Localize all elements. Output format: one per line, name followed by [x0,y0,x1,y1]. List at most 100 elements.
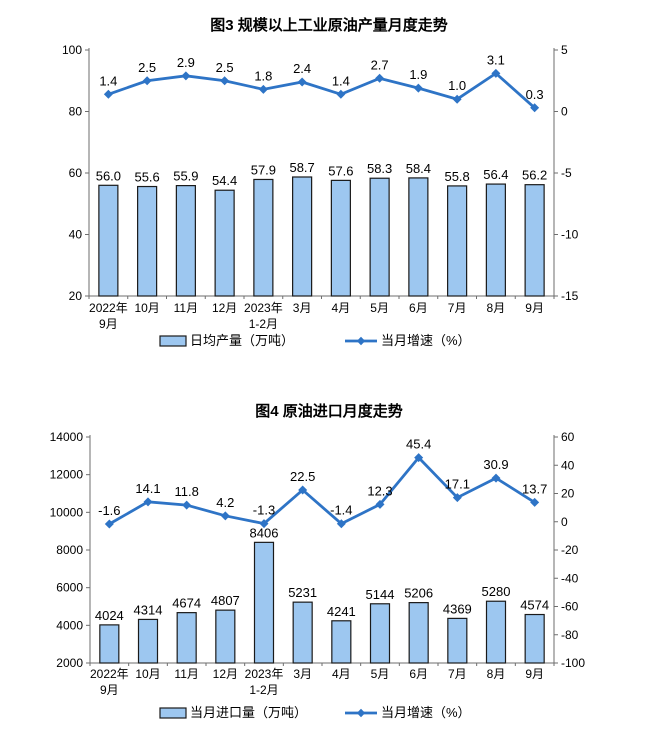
line-marker-icon [336,519,346,529]
line-value-label: 2.7 [371,57,389,72]
left-axis-tick-label: 2000 [56,656,83,670]
line-marker-icon [414,453,424,463]
left-axis-tick-label: 8000 [56,543,83,557]
x-axis-label: 5月 [370,301,389,315]
x-axis-label: 7月 [448,667,467,681]
line-marker-icon [297,77,307,87]
bar-series [98,176,545,297]
x-axis-label: 11月 [174,301,198,315]
line-marker-icon [375,499,385,509]
figure4-section: 图4 原油进口月度走势 14000 12000 10000 8000 6000 4000 2… [0,390,658,729]
bar [137,618,159,664]
bar-value-label: 58.4 [406,161,431,176]
line-value-label: 0.3 [526,87,544,102]
right-axis-tick-labels: 60 40 20 0 -20 -40 -60 -80 -100 [561,430,585,670]
x-axis-label: 2023年 [245,667,284,681]
left-axis-tick-label: 12000 [50,468,84,482]
bar [331,620,352,664]
x-axis-label: 3月 [293,301,312,315]
x-axis-labels: 2022年 9月 10月 11月 12月 2023年 1-2月 3月 4月 5月 6月 7月 8月 9月 [89,301,544,331]
line-marker-icon [298,485,308,495]
line-value-label: 12.3 [367,483,392,498]
bar-value-labels: 4024 4314 4674 4807 8406 5231 4241 5144 5206 4369… [95,525,549,623]
legend-line-marker-icon [356,708,366,718]
axes [86,435,558,666]
trend-line [107,71,536,109]
line-value-labels: 1.4 2.5 2.9 2.5 1.8 2.4 1.4 2.7 1.9 1.0 3.1 0.3 [99,52,543,101]
left-axis-tick-label: 4000 [56,618,83,632]
x-axis-label: 8月 [487,667,506,681]
line-value-label: 1.4 [332,73,350,88]
trend-line [108,455,536,526]
bar-value-label: 55.9 [173,169,198,184]
line-series [103,68,540,113]
line-value-label: 4.2 [216,495,234,510]
line-marker-icon [336,89,346,99]
x-axis-label: 4月 [332,301,351,315]
line-value-label: 2.5 [216,60,234,75]
x-axis-label: 9月 [100,683,119,697]
figure3-title: 图3 规模以上工业原油产量月度走势 [210,17,448,34]
right-axis-tick-labels: 5 0 -5 -10 -15 [561,43,579,303]
right-axis-tick-label: -80 [561,628,579,642]
bar-value-label: 5231 [288,585,317,600]
bar-value-label: 5206 [404,586,433,601]
bar [485,183,506,297]
right-axis-tick-label: -20 [561,543,579,557]
x-axis-label: 10月 [135,667,160,681]
right-axis-tick-label: 20 [561,487,575,501]
x-axis-label: 6月 [409,301,428,315]
line-value-label: 45.4 [406,437,431,452]
figure3-section: 图3 规模以上工业原油产量月度走势 100 80 60 40 20 5 0 -5 -10 -15 5… [62,17,579,348]
x-axis-label: 4月 [332,667,351,681]
left-axis-tick-labels: 100 80 60 40 20 [62,43,82,303]
line-value-label: 22.5 [290,469,315,484]
bar-series [99,541,545,664]
line-value-label: 30.9 [483,457,508,472]
bar-value-label: 4807 [211,593,240,608]
legend-bar-swatch-icon [159,335,187,347]
line-marker-icon [182,500,192,510]
bar [175,185,196,297]
line-marker-icon [104,519,114,529]
x-axis-label: 2023年 [244,301,283,315]
bar [253,178,274,297]
line-marker-icon [530,103,540,113]
bar [408,177,429,297]
bar-value-label: 54.4 [212,173,237,188]
bar-value-label: 4369 [443,601,472,616]
line-marker-icon [142,76,152,86]
left-axis-tick-label: 14000 [50,430,84,444]
x-axis-label: 6月 [409,667,428,681]
line-value-label: 1.9 [409,67,427,82]
line-marker-icon [103,89,113,99]
line-value-label: 14.1 [135,481,160,496]
bar [176,612,197,664]
bar [330,179,351,297]
x-axis-label: 2022年 [90,667,129,681]
line-value-label: 11.8 [174,484,198,499]
left-axis-tick-label: 80 [69,105,83,119]
bar [524,184,545,297]
x-axis-label: 9月 [99,317,118,331]
line-value-label: 1.4 [99,73,117,88]
right-axis-tick-label: 5 [561,43,568,57]
line-marker-icon [491,473,501,483]
line-marker-icon [258,84,268,94]
bar-value-label: 8406 [250,525,279,540]
line-marker-icon [530,497,540,507]
legend-bar-label: 日均产量（万吨） [190,333,294,348]
right-axis-tick-label: -10 [561,228,579,242]
left-axis-tick-labels: 14000 12000 10000 8000 6000 4000 2000 [50,430,84,670]
bar-value-label: 55.6 [134,170,159,185]
line-marker-icon [220,76,230,86]
bar [408,602,429,664]
x-axis-label: 3月 [293,667,312,681]
line-marker-icon [452,493,462,503]
left-axis-tick-label: 100 [62,43,82,57]
right-axis-tick-label: 0 [561,515,568,529]
x-axis-label: 1-2月 [249,683,278,697]
x-axis-label: 5月 [371,667,390,681]
line-value-label: 13.7 [522,481,547,496]
line-value-label: 2.4 [293,61,311,76]
